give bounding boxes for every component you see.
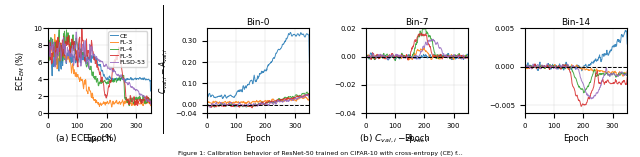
FLSD-53 — [145, 100, 153, 102]
FL-5 — [44, 71, 52, 73]
FL-5 — [99, 81, 107, 83]
CE — [99, 72, 107, 74]
FL-5 — [92, 61, 99, 62]
Line: FLSD-53: FLSD-53 — [48, 32, 150, 104]
FL-3 — [92, 101, 99, 103]
FL-5 — [143, 95, 150, 97]
FLSD-53 — [147, 103, 154, 105]
FLSD-53 — [72, 31, 80, 33]
FL-5 — [134, 105, 141, 106]
FL-5 — [72, 49, 79, 51]
FL-4 — [44, 65, 52, 67]
Y-axis label: $C_{val,i} - A_{val,i}$: $C_{val,i} - A_{val,i}$ — [158, 47, 170, 94]
FLSD-53 — [99, 62, 107, 64]
FL-4 — [105, 82, 113, 84]
Y-axis label: ECE$_{EM}$ (%): ECE$_{EM}$ (%) — [15, 51, 27, 91]
X-axis label: Epoch: Epoch — [86, 134, 112, 143]
CE — [72, 62, 79, 64]
Title: Bin-0: Bin-0 — [246, 19, 270, 27]
FL-5 — [105, 85, 113, 87]
X-axis label: Epoch: Epoch — [404, 134, 430, 143]
Text: (a) ECE$_{EM}$ (%): (a) ECE$_{EM}$ (%) — [55, 132, 118, 145]
FL-4 — [146, 99, 154, 101]
FL-3 — [51, 33, 59, 35]
CE — [143, 78, 150, 80]
FL-4 — [55, 29, 63, 31]
FL-5 — [147, 103, 154, 105]
CE — [44, 74, 52, 76]
FL-5 — [78, 28, 86, 30]
Title: Bin-14: Bin-14 — [561, 19, 591, 27]
FL-3 — [105, 102, 113, 104]
FLSD-53 — [72, 41, 79, 43]
Legend: CE, FL-3, FL-4, FL-5, FLSD-53: CE, FL-3, FL-4, FL-5, FLSD-53 — [108, 31, 147, 67]
CE — [92, 57, 99, 59]
Line: FL-3: FL-3 — [48, 34, 150, 107]
Line: FL-5: FL-5 — [48, 29, 150, 106]
CE — [46, 48, 54, 50]
FL-4 — [72, 50, 79, 52]
FL-4 — [125, 105, 133, 107]
FL-5 — [146, 102, 154, 104]
Line: CE: CE — [48, 49, 150, 91]
FL-3 — [44, 65, 52, 67]
FLSD-53 — [143, 100, 150, 102]
CE — [147, 90, 154, 92]
FL-4 — [92, 76, 99, 78]
FLSD-53 — [44, 84, 52, 86]
FL-3 — [146, 103, 154, 105]
FLSD-53 — [105, 66, 113, 68]
Text: (b) $C_{val,i} - A_{val,i}$: (b) $C_{val,i} - A_{val,i}$ — [358, 133, 429, 145]
CE — [145, 79, 153, 81]
FL-3 — [108, 106, 116, 108]
Title: Bin-7: Bin-7 — [405, 19, 429, 27]
FL-4 — [99, 82, 107, 84]
FL-4 — [147, 100, 154, 102]
Line: FL-4: FL-4 — [48, 30, 150, 106]
FL-3 — [143, 102, 150, 104]
FL-3 — [99, 102, 107, 104]
X-axis label: Epoch: Epoch — [245, 134, 271, 143]
FLSD-53 — [92, 57, 99, 59]
Text: Figure 1: Calibration behavior of ResNet-50 trained on CIFAR-10 with cross-entro: Figure 1: Calibration behavior of ResNet… — [178, 152, 462, 156]
FL-3 — [147, 105, 154, 107]
CE — [105, 77, 113, 79]
FL-3 — [72, 72, 79, 74]
X-axis label: Epoch: Epoch — [563, 134, 589, 143]
FL-4 — [143, 101, 150, 103]
